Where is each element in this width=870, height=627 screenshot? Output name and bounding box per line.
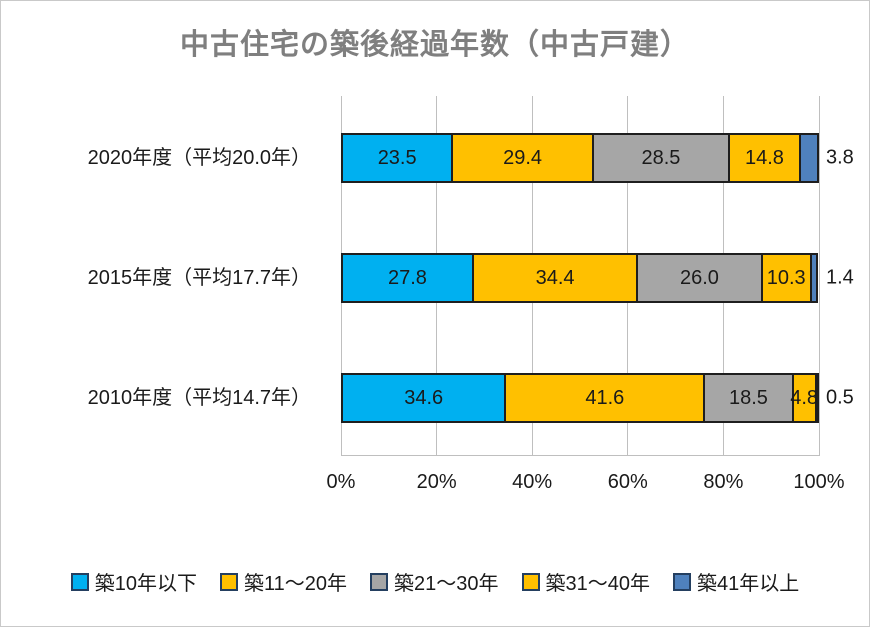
x-tick-label: 40% [512,471,553,493]
bar-segment: 14.8 [730,133,801,183]
bar-segment-label: 14.8 [744,147,784,169]
gridline [818,96,820,456]
legend: 築10年以下 築11～20年 築21～30年 築31～40年 築41年以上 [1,567,869,596]
bar-segment-label: 4.8 [790,387,819,409]
bar-segment-label: 10.3 [766,267,806,289]
bar-segment: 41.6 [506,373,706,423]
legend-swatch [70,572,89,591]
legend-item: 築31～40年 [521,567,651,596]
legend-label: 築41年以上 [697,573,800,595]
legend-item: 築41年以上 [673,567,799,596]
bar-segment: 29.4 [453,133,594,183]
x-tick-label: 100% [793,471,845,493]
legend-item: 築21～30年 [370,567,499,596]
legend-swatch [673,572,691,591]
bar-segment-label: 0.5 [826,386,854,409]
bar-segment-label: 34.4 [535,267,575,289]
legend-label: 築31～40年 [545,573,651,595]
legend-swatch [219,572,238,591]
bar-row: 34.6 41.6 18.5 4.8 0.5 [341,373,854,423]
legend-label: 築10年以下 [94,573,197,595]
x-tick-label: 0% [326,471,356,493]
bar-segment: 34.6 [341,373,507,423]
bar-segment [811,253,819,303]
bar-segment: 4.8 [790,373,818,423]
bar-segment [816,373,819,423]
chart-title: 中古住宅の築後経過年数（中古戸建） [179,29,690,61]
bar-segment-label: 18.5 [728,387,768,409]
bar-segment: 27.8 [341,253,474,303]
legend-swatch [370,572,388,591]
bar-segment: 28.5 [593,133,731,183]
bar-segment-label: 26.0 [679,267,719,289]
bar-segment-label: 27.8 [387,267,427,289]
bar-segment: 26.0 [638,253,763,303]
bar-row: 27.8 34.4 26.0 10.3 1.4 [341,253,854,303]
x-axis-line [341,455,819,456]
x-tick-label: 80% [703,471,744,493]
bar-segment: 10.3 [762,253,812,303]
category-label: 2015年度（平均17.7年） [87,267,311,289]
legend-label: 築11～20年 [243,573,347,595]
bar-row: 23.5 29.4 28.5 14.8 3.8 [341,133,854,183]
x-tick-label: 60% [607,471,648,493]
legend-item: 築10年以下 [70,567,197,596]
category-label: 2010年度（平均14.7年） [87,387,311,409]
bar-segment: 18.5 [705,373,794,423]
bar-segment-label: 34.6 [404,387,444,409]
bar-segment [800,133,819,183]
bar-segment-label: 23.5 [377,147,417,169]
plot-area: 23.5 29.4 28.5 14.8 3.8 27.8 34.4 26.0 10.3 1.4 34… [340,96,854,456]
bar-segment-label: 29.4 [503,147,543,169]
legend-item: 築11～20年 [219,567,347,596]
bar-segment-label: 1.4 [826,266,854,289]
bar-segment-label: 41.6 [585,387,625,409]
bar-segment-label: 3.8 [826,146,854,169]
bar-segment-label: 28.5 [641,147,681,169]
category-label: 2020年度（平均20.0年） [87,147,311,169]
x-tick-label: 20% [416,471,457,493]
bar-segment: 23.5 [341,133,454,183]
legend-swatch [521,572,540,591]
bar-segment: 34.4 [473,253,639,303]
legend-label: 築21～30年 [394,573,499,595]
